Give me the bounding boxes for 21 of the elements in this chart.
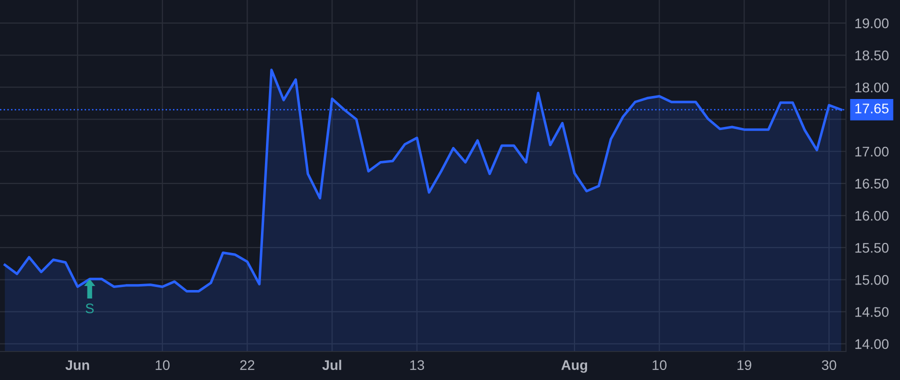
- y-tick-label: 16.50: [855, 178, 889, 189]
- annotation: S: [86, 303, 94, 314]
- x-tick-label: 22: [240, 360, 254, 370]
- ref-line-label: 17.65: [855, 104, 889, 114]
- y-tick-label: 17.00: [855, 146, 889, 157]
- x-tick-label: 30: [822, 360, 836, 370]
- x-tick-label: 10: [156, 360, 170, 370]
- x-tick-label: 10: [652, 360, 667, 370]
- y-tick-label: 15.00: [855, 274, 889, 285]
- y-tick-label: 18.50: [855, 50, 889, 60]
- x-tick-label: Jun: [65, 360, 90, 370]
- x-tick-label: 19: [738, 360, 752, 370]
- x-tick-label: Jul: [322, 360, 342, 370]
- y-tick-label: 16.00: [855, 210, 889, 221]
- y-tick-label: 15.50: [855, 242, 889, 253]
- y-tick-label: 14.50: [855, 307, 889, 317]
- x-tick-label: 13: [410, 360, 424, 370]
- y-tick-label: 14.00: [855, 339, 889, 349]
- y-tick-label: 18.00: [855, 82, 889, 92]
- y-tick-label: 19.00: [855, 18, 889, 28]
- x-tick-label: Aug: [561, 360, 588, 373]
